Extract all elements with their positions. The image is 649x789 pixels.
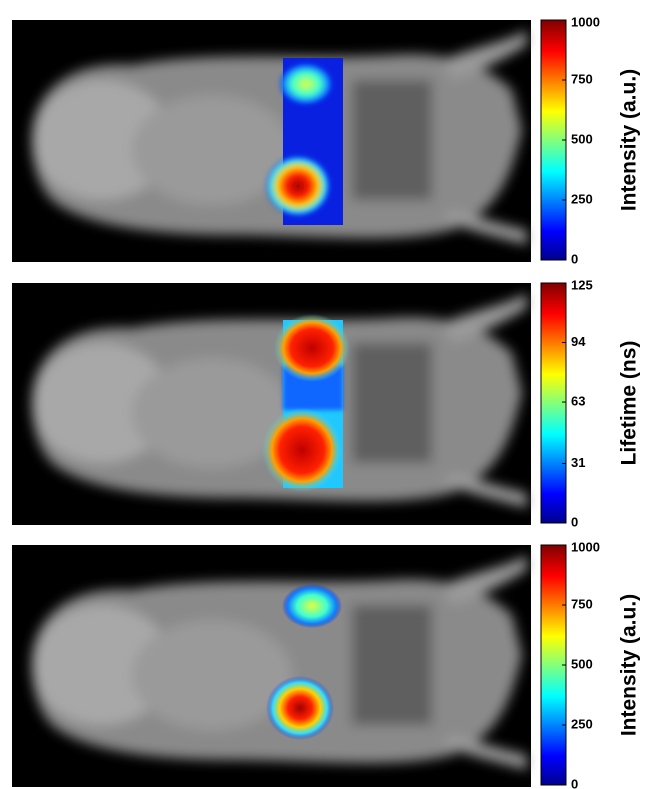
tick-label: 250 [571, 191, 593, 206]
colorbar-label: Intensity (a.u.) [618, 69, 641, 211]
tick-label: 0 [571, 776, 578, 789]
tick-label: 750 [571, 71, 593, 86]
tick-label: 1000 [571, 14, 600, 29]
panel-image [12, 545, 531, 787]
tick-label: 500 [571, 131, 593, 146]
tick-label: 31 [571, 455, 585, 470]
panel-image [12, 20, 531, 262]
tick-label: 250 [571, 716, 593, 731]
tick-label: 125 [571, 277, 593, 292]
tick-label: 500 [571, 656, 593, 671]
tick-label: 750 [571, 596, 593, 611]
panel-image [12, 283, 531, 525]
colorbar-label: Lifetime (ns) [618, 341, 641, 466]
colorbars: 0 250 500 750 1000 Intensity (a.u.) 0 31 63 94 125… [540, 14, 641, 789]
tick-label: 0 [571, 251, 578, 266]
tick-label: 0 [571, 514, 578, 529]
tick-label: 94 [571, 334, 586, 349]
tick-label: 63 [571, 393, 585, 408]
colorbar-label: Intensity (a.u.) [618, 594, 641, 736]
colorbar [540, 544, 567, 786]
colorbar [540, 282, 567, 524]
tick-label: 1000 [571, 539, 600, 554]
